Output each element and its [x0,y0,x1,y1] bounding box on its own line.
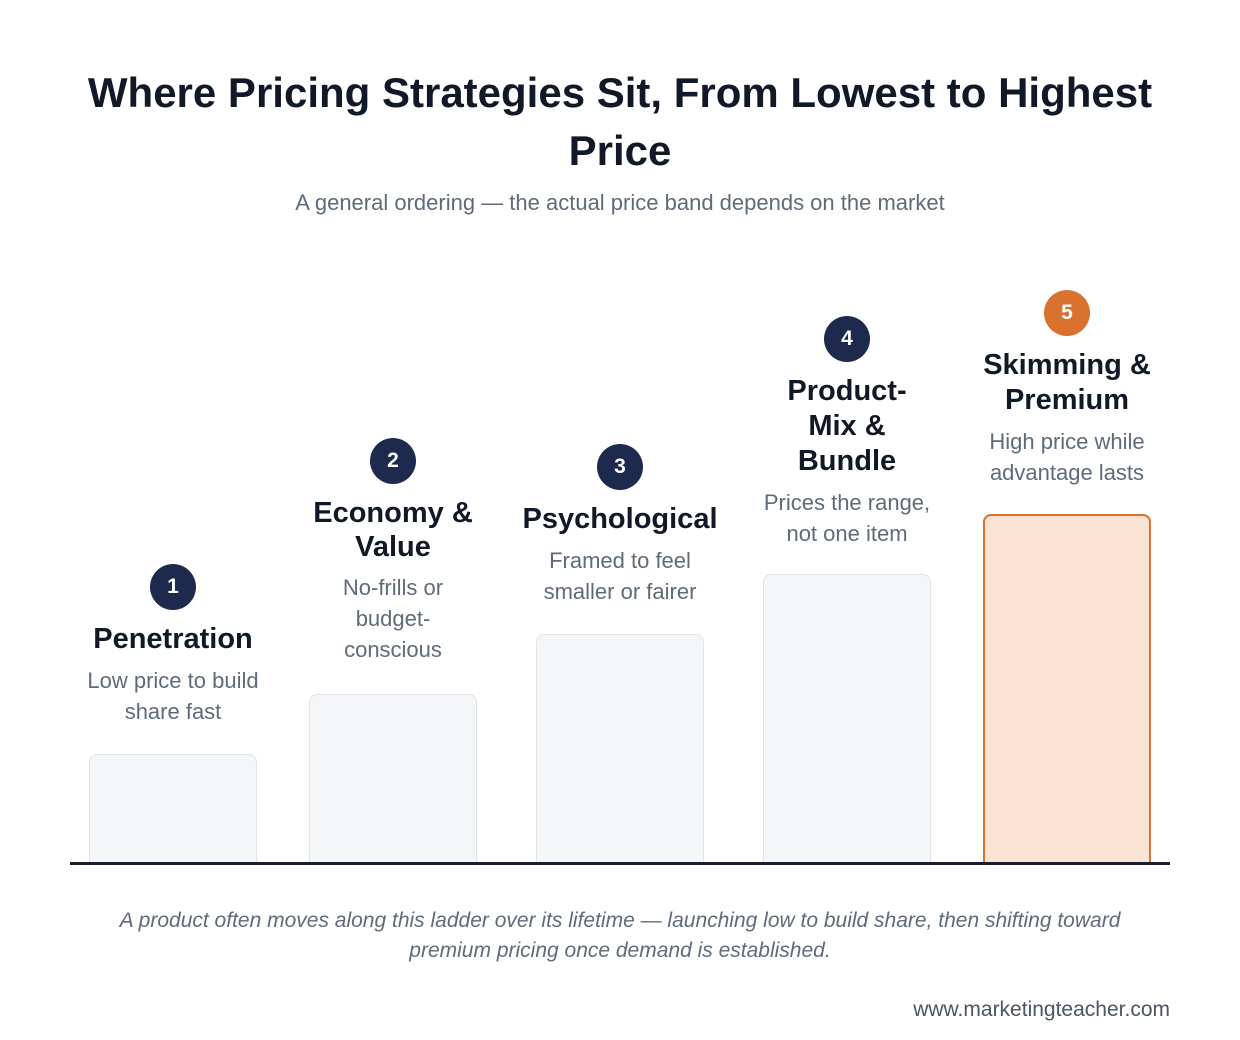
step-1-title: Penetration [93,623,253,655]
source-credit: www.marketingteacher.com [913,998,1170,1021]
step-1-description: Low price to build share fast [87,668,259,724]
step-5-description: High price while advantage lasts [989,429,1145,485]
step-4-title: Product-Mix & Bundle [787,375,907,477]
step-3-title: Psychological [522,503,718,535]
step-3-bar [536,634,704,862]
step-2-badge: 2 [370,438,416,484]
step-5-bar [983,514,1151,862]
step-1-label-group: 1 Penetration Low price to build share f… [63,564,283,727]
step-4-label-group: 4 Product-Mix & Bundle Prices the range,… [737,316,957,549]
step-4-description: Prices the range, not one item [763,490,931,546]
step-2-label-group: 2 Economy & Value No-frills or budget-co… [283,438,503,665]
step-5-title: Skimming & Premium [983,349,1151,416]
footnote: A product often moves along this ladder … [119,909,1121,962]
step-2-description: No-frills or budget-conscious [342,575,444,662]
chart-subtitle: A general ordering — the actual price ba… [295,190,945,215]
step-2-bar [309,694,477,862]
step-2-title: Economy & Value [313,497,473,563]
step-5-badge: 5 [1044,290,1090,336]
step-3-label-group: 3 Psychological Framed to feel smaller o… [510,444,730,607]
chart-title: Where Pricing Strategies Sit, From Lowes… [87,69,1153,174]
step-1-badge: 1 [150,564,196,610]
step-3-description: Framed to feel smaller or fairer [543,548,697,604]
step-4-bar [763,574,931,862]
step-4-badge: 4 [824,316,870,362]
step-5-label-group: 5 Skimming & Premium High price while ad… [957,290,1177,488]
baseline-axis [70,862,1170,865]
step-1-bar [89,754,257,862]
step-3-badge: 3 [597,444,643,490]
